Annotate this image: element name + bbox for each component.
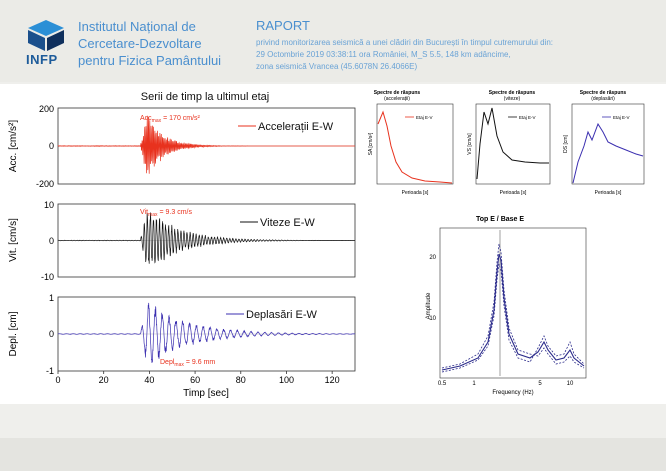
disp-ylabel: Depl. [cm] bbox=[8, 311, 19, 356]
acc-trace bbox=[57, 115, 355, 174]
spec-vel-curve bbox=[476, 107, 549, 180]
vel-ytick: -10 bbox=[41, 272, 54, 282]
spec-acc-curve bbox=[377, 110, 453, 184]
time-xtick-label: 40 bbox=[144, 375, 154, 385]
disp-trace bbox=[57, 302, 355, 363]
time-xtick-label: 0 bbox=[55, 375, 60, 385]
time-xtick-label: 80 bbox=[236, 375, 246, 385]
time-axis-ticks: 0 20 40 60 80 100 120 bbox=[55, 371, 340, 385]
spec-vel-title: Spectre de răspuns bbox=[489, 90, 536, 96]
acc-legend: Accelerații E-W bbox=[258, 121, 334, 133]
logo-text: INFP bbox=[26, 52, 58, 67]
time-xtick-label: 120 bbox=[325, 375, 340, 385]
vel-trace bbox=[57, 212, 355, 264]
tf-ylabel: Amplitude bbox=[426, 292, 432, 319]
report-title: RAPORT bbox=[256, 18, 310, 33]
spec-disp-title: Spectre de răspuns bbox=[580, 90, 627, 96]
spec-acc-title: Spectre de răspuns bbox=[374, 90, 421, 96]
report-header: INFP Institutul Național de Cercetare-De… bbox=[0, 0, 666, 82]
spectra-vel: Spectre de răspuns (viteze) VS [cm/s] Pe… bbox=[467, 90, 551, 196]
infp-cube-logo-icon bbox=[28, 20, 64, 51]
disp-ytick: 1 bbox=[49, 293, 54, 303]
figure-panel: Serii de timp la ultimul etaj 200 0 -200… bbox=[0, 84, 666, 404]
tf-xtick: 10 bbox=[567, 381, 574, 387]
tf-xtick: 0.5 bbox=[438, 381, 447, 387]
acc-ytick: -200 bbox=[36, 179, 54, 189]
vel-legend: Viteze E-W bbox=[260, 217, 315, 229]
time-xtick-label: 60 bbox=[190, 375, 200, 385]
tf-xtick: 5 bbox=[538, 381, 542, 387]
spec-disp-ylabel: DS [cm] bbox=[563, 135, 569, 153]
tf-curve-dashed bbox=[441, 263, 585, 373]
tf-ytick: 20 bbox=[429, 255, 436, 261]
vel-ylabel: Vit. [cm/s] bbox=[8, 218, 19, 262]
transfer-function-chart: Top E / Base E 20 10 Amplitude 0.5 1 5 1… bbox=[426, 216, 587, 396]
footer-band bbox=[0, 438, 666, 471]
spec-disp-legend: Etaj E-V bbox=[613, 115, 630, 120]
institute-line: Cercetare-Dezvoltare bbox=[78, 36, 202, 51]
tf-curve-dashed bbox=[441, 243, 585, 369]
spec-disp-xlabel: Perioada [s] bbox=[595, 190, 622, 196]
spec-vel-subtitle: (viteze) bbox=[504, 96, 521, 102]
tf-xlabel: Frequency (Hz) bbox=[492, 390, 533, 396]
time-series-title: Serii de timp la ultimul etaj bbox=[141, 91, 269, 103]
time-xtick-label: 100 bbox=[279, 375, 294, 385]
acc-peak-label: Accmax = 170 cm/s² bbox=[140, 115, 201, 124]
spec-vel-xlabel: Perioada [s] bbox=[500, 190, 527, 196]
institute-line: Institutul Național de bbox=[78, 19, 196, 34]
disp-legend: Deplasări E-W bbox=[246, 309, 318, 321]
disp-ytick: -1 bbox=[46, 366, 54, 376]
vel-ytick: 0 bbox=[49, 236, 54, 246]
report-line: zona seismică Vrancea (45.6078N 26.4066E… bbox=[256, 62, 418, 71]
spec-disp-subtitle: (deplasări) bbox=[591, 96, 615, 102]
spec-acc-xlabel: Perioada [s] bbox=[402, 190, 429, 196]
vel-ytick: 10 bbox=[44, 200, 54, 210]
time-xtick-label: 20 bbox=[99, 375, 109, 385]
spectra-disp: Spectre de răspuns (deplasări) DS [cm] P… bbox=[563, 90, 645, 196]
vel-peak-label: Vitmax = 9.3 cm/s bbox=[140, 209, 192, 218]
tf-curve bbox=[441, 253, 585, 371]
report-line: 29 Octombrie 2019 03:38:11 ora României,… bbox=[256, 50, 511, 59]
acc-panel: 200 0 -200 Acc. [cm/s²] Accelerații E-W … bbox=[8, 104, 356, 189]
disp-peak-label: Deplmax = 9.6 mm bbox=[160, 359, 215, 368]
tf-title: Top E / Base E bbox=[476, 216, 524, 223]
spec-disp-curve bbox=[572, 122, 644, 184]
acc-ytick: 0 bbox=[49, 141, 54, 151]
spectra-acc: Spectre de răspuns (accelerații) SA [cm/… bbox=[368, 90, 454, 196]
spec-acc-subtitle: (accelerații) bbox=[384, 96, 410, 102]
tf-ytick: 10 bbox=[429, 316, 436, 322]
institute-line: pentru Fizica Pamântului bbox=[78, 53, 222, 68]
acc-ytick: 200 bbox=[39, 104, 54, 114]
time-xlabel: Timp [sec] bbox=[183, 388, 229, 399]
seismic-figure: Serii de timp la ultimul etaj 200 0 -200… bbox=[8, 90, 645, 399]
spec-vel-legend: Etaj E-V bbox=[519, 115, 536, 120]
vel-panel: 10 0 -10 Vit. [cm/s] Viteze E-W Vitmax = … bbox=[8, 200, 356, 282]
acc-ylabel: Acc. [cm/s²] bbox=[8, 120, 19, 172]
report-line: privind monitorizarea seismică a unei cl… bbox=[256, 38, 554, 47]
tf-xtick: 1 bbox=[472, 381, 476, 387]
disp-panel: 1 0 -1 Depl. [cm] Deplasări E-W Deplmax =… bbox=[8, 293, 356, 399]
spec-acc-legend: Etaj E-V bbox=[416, 115, 433, 120]
disp-ytick: 0 bbox=[49, 329, 54, 339]
institute-name: Institutul Național de Cercetare-Dezvolt… bbox=[78, 18, 221, 69]
spec-vel-ylabel: VS [cm/s] bbox=[467, 133, 473, 155]
spec-acc-ylabel: SA [cm/s²] bbox=[368, 132, 374, 155]
